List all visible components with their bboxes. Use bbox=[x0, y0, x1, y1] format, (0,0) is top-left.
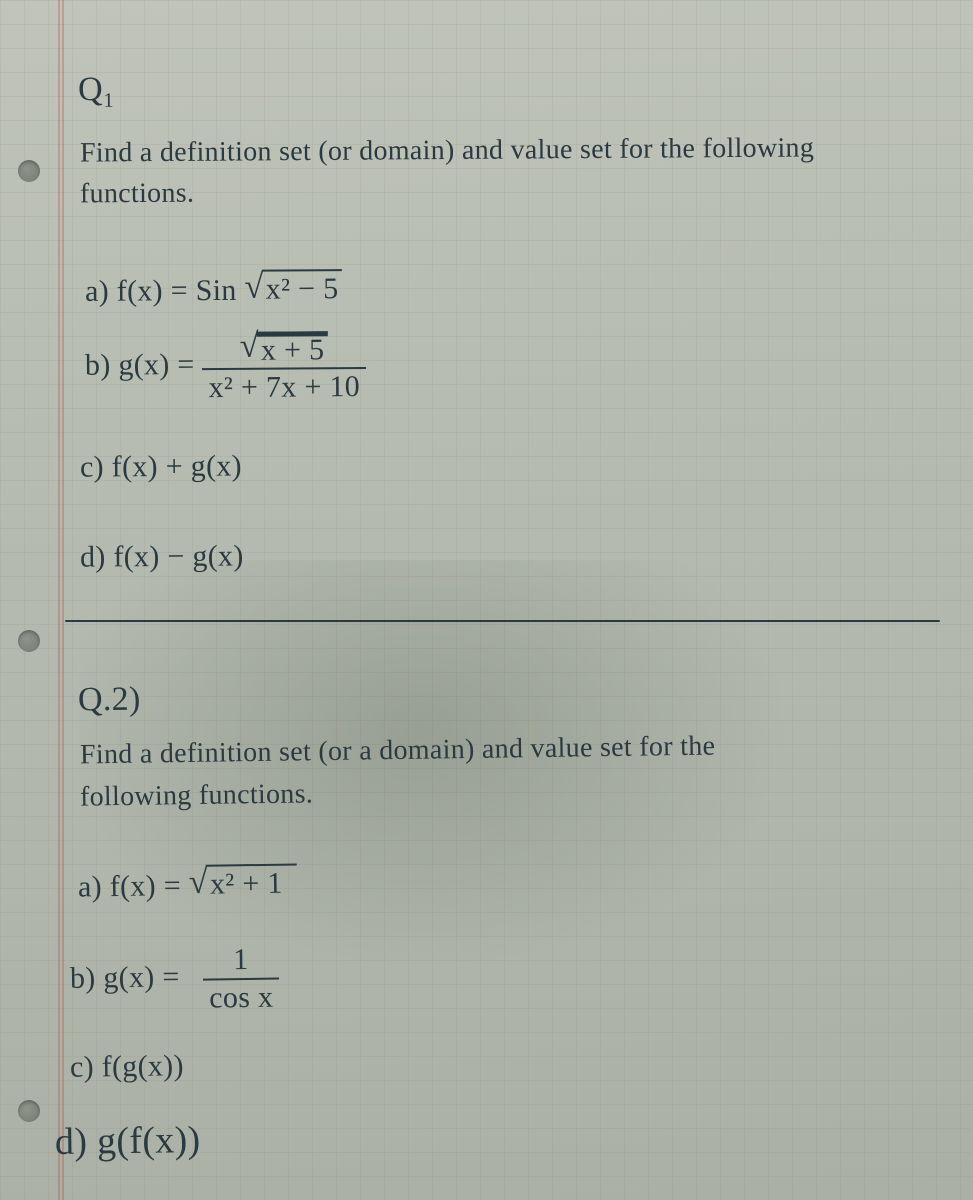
expr: f(g(x)) bbox=[101, 1049, 184, 1083]
radical-icon: √ bbox=[188, 863, 208, 903]
fraction: 1 cos x bbox=[203, 944, 280, 1014]
label: a) bbox=[78, 870, 102, 903]
fraction: √ x + 5 x² + 7x + 10 bbox=[202, 329, 366, 404]
q2-item-a: a) f(x) = √ x² + 1 bbox=[78, 863, 297, 906]
denominator: x² + 7x + 10 bbox=[202, 371, 366, 404]
hole bbox=[18, 630, 40, 652]
q1-prompt-line1: Find a definition set (or domain) and va… bbox=[80, 132, 814, 169]
fraction-bar bbox=[203, 977, 279, 980]
q1-item-a: a) f(x) = Sin √ x² − 5 bbox=[85, 269, 343, 310]
q2-prompt-line2: following functions. bbox=[80, 778, 314, 813]
q2-item-d: d) g(f(x)) bbox=[55, 1119, 201, 1165]
radicand: x² − 5 bbox=[262, 269, 343, 307]
radical-icon: √ bbox=[244, 268, 264, 308]
radical-icon: √ bbox=[240, 328, 260, 364]
label: d) bbox=[55, 1121, 88, 1163]
q2-item-b: b) g(x) = 1 cos x bbox=[70, 944, 280, 1016]
lhs: f(x) = bbox=[117, 274, 188, 307]
label: a) bbox=[85, 275, 109, 308]
q1-item-d: d) f(x) − g(x) bbox=[80, 539, 244, 575]
numerator: √ x + 5 bbox=[234, 329, 335, 366]
punched-holes bbox=[18, 0, 44, 1200]
lhs: f(x) = bbox=[110, 869, 182, 903]
q1-item-c: c) f(x) + g(x) bbox=[80, 449, 242, 485]
expr: f(x) + g(x) bbox=[112, 449, 242, 483]
denominator: cos x bbox=[203, 981, 279, 1014]
label: c) bbox=[70, 1050, 94, 1083]
section-divider bbox=[65, 620, 940, 622]
q1-heading: QQ₁₁ bbox=[78, 70, 115, 109]
sqrt: √ x² − 5 bbox=[244, 269, 342, 309]
label: b) bbox=[70, 961, 96, 994]
numerator: 1 bbox=[227, 944, 255, 976]
sqrt: √ x² + 1 bbox=[188, 863, 297, 904]
notebook-paper: QQ₁₁ Find a definition set (or domain) a… bbox=[0, 0, 973, 1200]
radicand: x² + 1 bbox=[206, 863, 297, 902]
q1-item-b: b) g(x) = √ x + 5 x² + 7x + 10 bbox=[85, 329, 366, 405]
margin-rule bbox=[62, 0, 64, 1200]
label: d) bbox=[80, 540, 106, 573]
q2-heading: Q.2) bbox=[78, 680, 141, 720]
label: b) bbox=[85, 349, 111, 382]
lhs: g(x) = bbox=[103, 960, 180, 994]
sqrt: √ x + 5 bbox=[240, 329, 329, 366]
sin-prefix: Sin bbox=[196, 274, 237, 307]
q1-prompt-line2: functions. bbox=[80, 178, 194, 211]
radicand: x + 5 bbox=[257, 331, 328, 336]
expr: g(f(x)) bbox=[97, 1119, 201, 1162]
lhs: g(x) = bbox=[118, 348, 194, 382]
margin-rule bbox=[58, 0, 60, 1200]
label: c) bbox=[80, 450, 104, 483]
q2-item-c: c) f(g(x)) bbox=[70, 1049, 184, 1085]
hole bbox=[18, 1100, 40, 1122]
expr: f(x) − g(x) bbox=[113, 539, 243, 573]
hole bbox=[18, 160, 40, 182]
